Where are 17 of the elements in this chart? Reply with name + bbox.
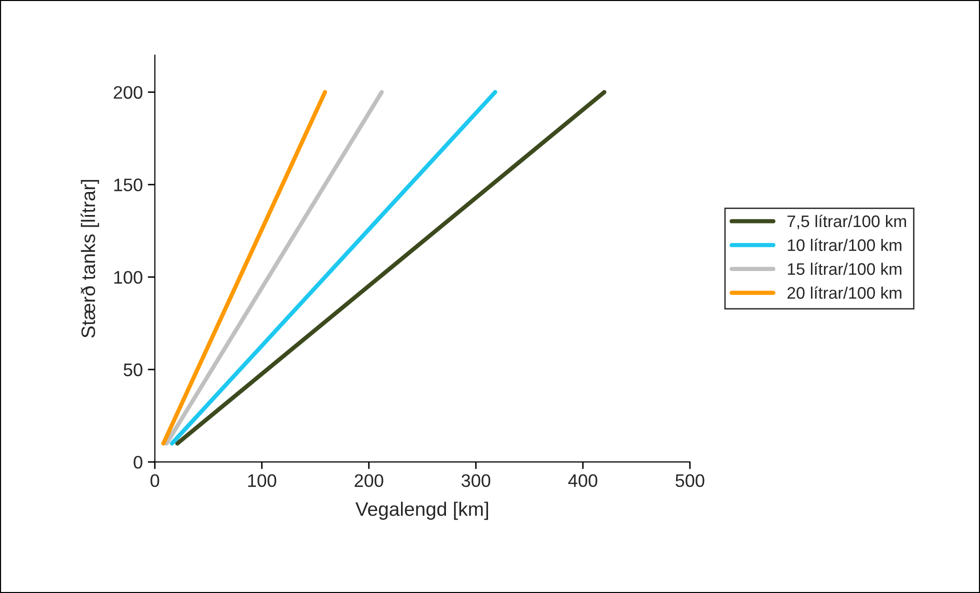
x-tick-label: 400 [568,474,598,488]
x-tick-label: 100 [248,474,276,488]
y-tick-label: 150 [114,178,142,192]
legend-label: 20 lítrar/100 km [788,286,902,299]
legend-label: 7,5 lítrar/100 km [788,214,906,230]
x-tick-label: 200 [354,474,384,488]
x-tick-label: 300 [462,474,490,488]
y-tick-label: 100 [114,270,142,284]
x-axis-title: Vegalengd [km] [355,502,488,520]
x-tick-label: 0 [150,474,160,488]
x-tick-label: 500 [676,474,704,488]
y-tick-label: 200 [114,86,142,99]
y-tick-label: 50 [124,363,142,376]
legend-label: 15 lítrar/100 km [788,262,902,275]
y-axis-title: Stærð tanks [lítrar] [80,180,100,338]
y-tick-label: 0 [134,456,142,469]
legend-label: 10 lítrar/100 km [788,238,902,252]
